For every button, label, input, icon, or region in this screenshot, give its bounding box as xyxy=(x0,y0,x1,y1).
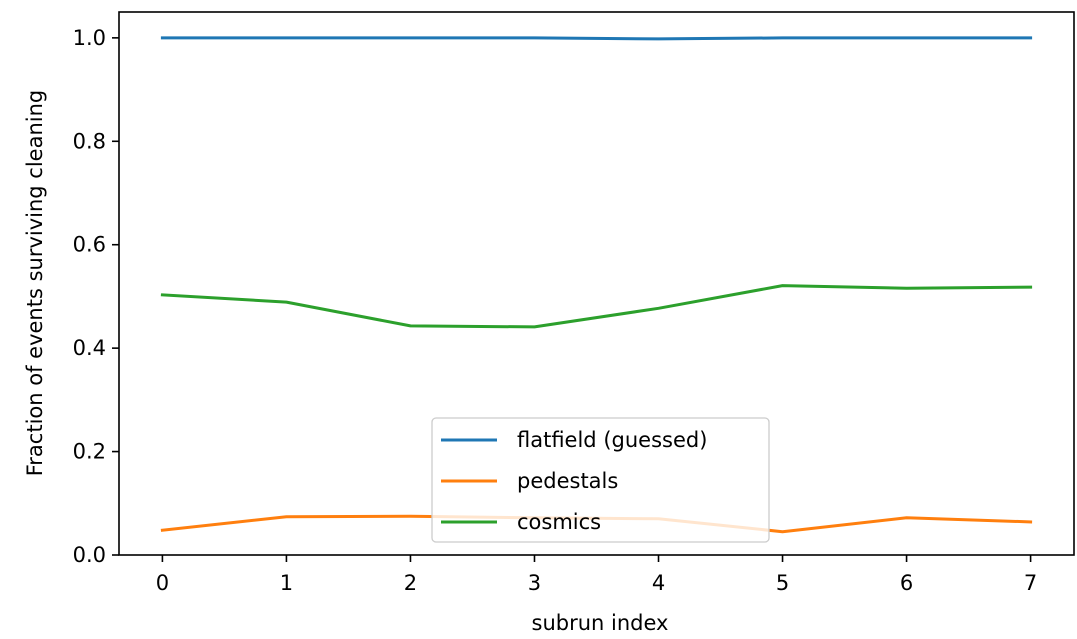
series-line-cosmics xyxy=(160,284,1033,329)
x-tick-label: 7 xyxy=(1024,571,1037,595)
y-tick-label: 0.2 xyxy=(73,440,106,464)
plot-frame xyxy=(118,11,1075,556)
x-tick-label: 0 xyxy=(156,571,169,595)
x-tick-label: 1 xyxy=(280,571,293,595)
legend-box xyxy=(431,417,770,543)
y-tick-label: 0.6 xyxy=(73,233,106,257)
legend: flatfield (guessed) pedestals cosmics xyxy=(431,417,770,543)
y-axis-ticks: 0.0 0.2 0.4 0.6 0.8 1.0 xyxy=(73,26,119,567)
x-tick-label: 6 xyxy=(900,571,913,595)
x-tick-label: 4 xyxy=(652,571,665,595)
y-tick-label: 0.8 xyxy=(73,129,106,153)
x-tick-label: 3 xyxy=(528,571,541,595)
legend-label: pedestals xyxy=(517,469,618,493)
x-tick-label: 2 xyxy=(404,571,417,595)
x-axis-label: subrun index xyxy=(532,611,669,635)
series-line-flatfield xyxy=(160,36,1033,41)
y-tick-label: 0.4 xyxy=(73,336,106,360)
legend-label: cosmics xyxy=(517,510,601,534)
x-tick-label: 5 xyxy=(776,571,789,595)
legend-items: flatfield (guessed) pedestals cosmics xyxy=(441,428,707,534)
legend-label: flatfield (guessed) xyxy=(517,428,707,452)
y-tick-label: 0.0 xyxy=(73,543,106,567)
x-axis-ticks: 0 1 2 3 4 5 6 7 xyxy=(156,555,1037,595)
y-axis-label: Fraction of events surviving cleaning xyxy=(23,90,47,477)
y-tick-label: 1.0 xyxy=(73,26,106,50)
